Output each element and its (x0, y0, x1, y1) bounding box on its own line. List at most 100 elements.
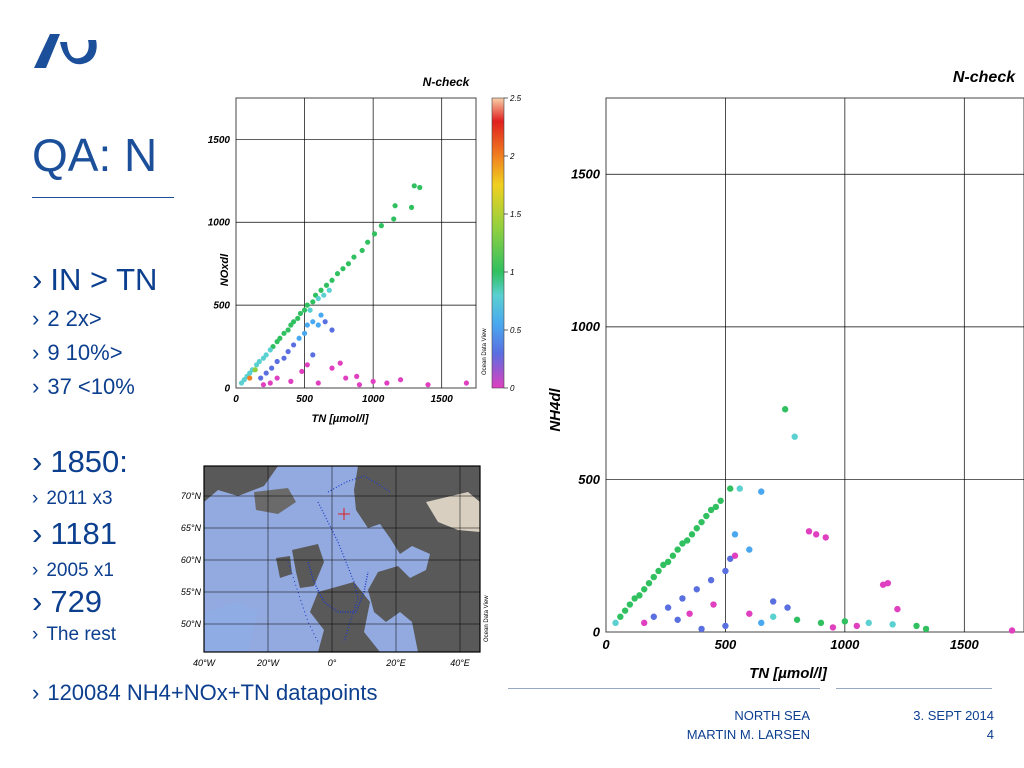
data-point (641, 586, 648, 593)
bullet-item: › IN > TN (32, 262, 158, 297)
data-point (727, 485, 734, 492)
x-tick-label: 0 (602, 637, 610, 652)
lat-label: 50°N (181, 619, 202, 629)
data-point (307, 307, 313, 313)
data-point (318, 287, 324, 293)
lon-label: 0° (328, 658, 337, 668)
data-point (679, 540, 686, 547)
lat-label: 55°N (181, 587, 202, 597)
x-tick-label: 1000 (830, 637, 860, 652)
data-point (636, 592, 643, 599)
y-tick-label: 1500 (208, 135, 231, 146)
data-point (329, 277, 335, 283)
data-point (746, 546, 753, 553)
data-point (664, 558, 672, 566)
data-point (269, 365, 275, 371)
data-point (288, 322, 294, 328)
bullet-item: › 1181 (32, 516, 117, 551)
data-point (684, 537, 691, 544)
data-point (884, 579, 892, 587)
data-point (669, 552, 677, 559)
lon-label: 20°W (256, 658, 281, 668)
data-point (660, 561, 667, 569)
chart-title: N-check (423, 75, 471, 89)
data-point (365, 239, 371, 245)
data-point (425, 382, 431, 388)
page-title: QA: N (32, 129, 158, 181)
data-point (812, 531, 820, 538)
data-point (1008, 627, 1016, 634)
data-point (315, 322, 321, 328)
data-point (296, 335, 302, 341)
data-point (707, 506, 715, 514)
y-tick-label: 1000 (571, 319, 601, 334)
data-point (304, 322, 310, 328)
data-point (731, 531, 739, 538)
data-point (310, 352, 316, 358)
bullet-item: › 2 2x> (32, 306, 102, 331)
data-point (411, 183, 417, 189)
data-point (356, 382, 363, 388)
data-point (318, 312, 324, 318)
bullet-item: › 2011 x3 (32, 488, 113, 509)
data-point (722, 567, 729, 575)
bullet-item: › 729 (32, 584, 103, 619)
y-tick-label: 1500 (571, 167, 601, 182)
data-point (378, 223, 384, 229)
data-point (679, 595, 686, 602)
data-point (722, 622, 729, 630)
data-point (758, 619, 765, 627)
data-point (329, 365, 335, 371)
y-tick-label: 0 (224, 383, 230, 394)
data-point (408, 204, 415, 210)
data-point (853, 622, 860, 630)
y-tick-label: 0 (593, 624, 601, 639)
bullet-item: › The rest (32, 624, 117, 645)
data-point (650, 613, 657, 620)
data-point (274, 375, 280, 381)
data-point (359, 247, 365, 254)
data-point (288, 378, 294, 384)
data-point (252, 367, 258, 373)
data-point (712, 503, 720, 511)
data-point (641, 619, 648, 627)
data-point (717, 497, 724, 504)
data-point (626, 601, 634, 608)
footer-left: NORTH SEA MARTIN M. LARSEN (687, 706, 810, 744)
data-point (784, 604, 791, 611)
data-point (674, 546, 681, 553)
data-point (285, 348, 291, 355)
footer-divider (508, 688, 820, 689)
data-point (617, 613, 624, 620)
data-point (345, 261, 352, 267)
data-point (822, 534, 829, 541)
data-point (299, 368, 305, 375)
bullet-item: › 1850: (32, 444, 128, 479)
lon-label: 40°E (450, 658, 471, 668)
data-point (865, 619, 872, 627)
nh4dl-scatter-chart: N-check 0 500 1000 1500 0 500 1000 1500 TN [µmo… (547, 69, 1024, 682)
data-point (253, 362, 260, 368)
data-point (693, 586, 700, 593)
data-point (392, 203, 398, 209)
data-point (371, 231, 378, 237)
data-point (295, 315, 301, 321)
colorbar-credit: Ocean Data View (482, 328, 488, 375)
noxdl-scatter-chart: N-check 0 500 1000 1500 0 500 1000 1500 TN [µmo… (208, 75, 522, 425)
data-point (889, 621, 896, 628)
x-tick-label: 1500 (431, 394, 454, 405)
data-point (285, 327, 291, 333)
data-point (323, 282, 330, 288)
data-point (351, 254, 357, 260)
bullet-item: › 37 <10% (32, 374, 135, 399)
lat-label: 65°N (181, 523, 202, 533)
data-point (698, 518, 705, 526)
data-point (693, 525, 700, 532)
data-point (304, 362, 310, 368)
data-point (304, 302, 310, 308)
data-point (329, 327, 335, 333)
data-point (322, 319, 328, 325)
x-tick-label: 0 (233, 394, 239, 405)
y-tick-label: 1000 (208, 218, 231, 229)
data-point (321, 292, 327, 298)
